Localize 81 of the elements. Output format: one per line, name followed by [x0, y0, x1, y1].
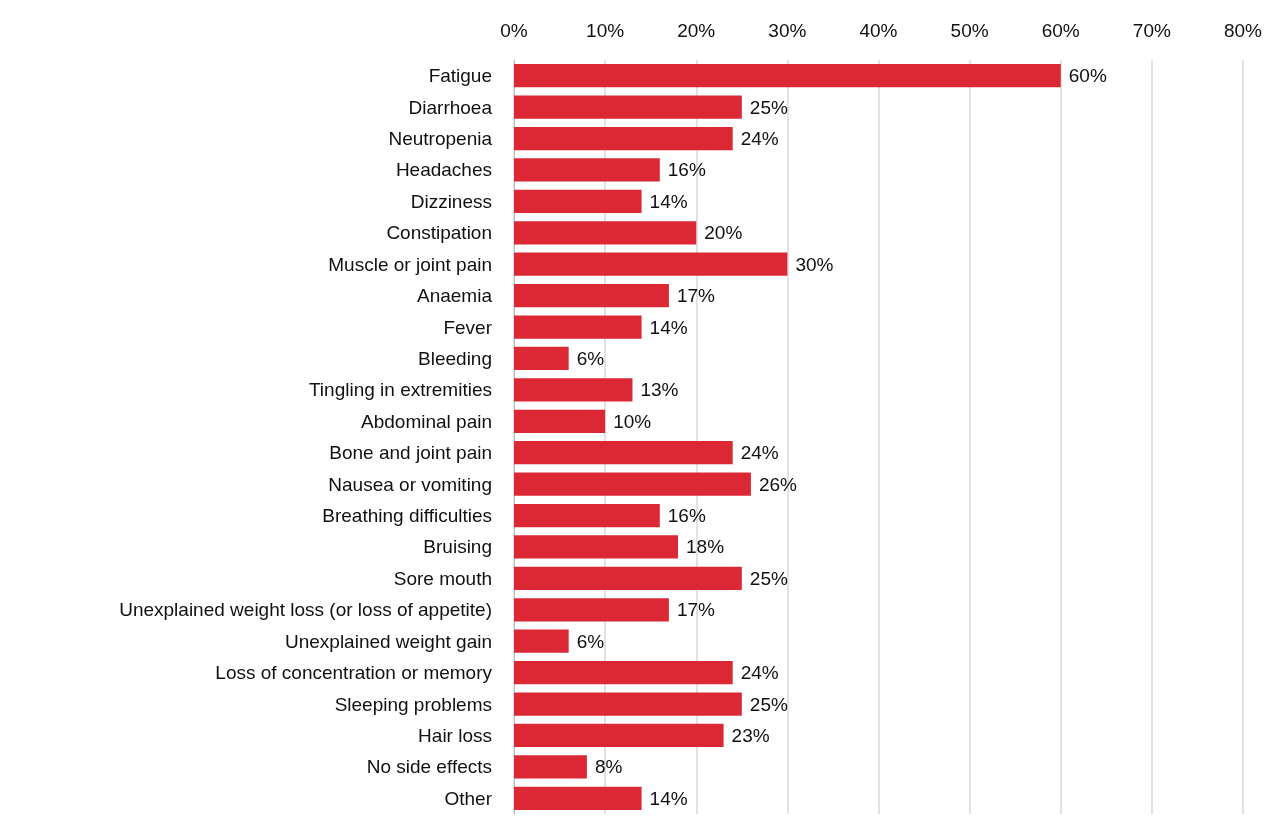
data-label: 16% — [667, 159, 706, 181]
bar — [514, 786, 642, 810]
y-tick-label: Diarrhoea — [408, 96, 493, 118]
y-tick-label: Muscle or joint pain — [328, 253, 492, 275]
data-label: 24% — [740, 128, 779, 150]
x-tick-label: 0% — [500, 20, 528, 41]
data-label: 6% — [576, 630, 605, 652]
y-tick-label: Breathing difficulties — [322, 505, 492, 527]
data-label: 17% — [676, 599, 716, 621]
data-label: 23% — [731, 724, 770, 746]
bar — [514, 598, 669, 622]
data-label: 10% — [613, 410, 652, 432]
bar — [514, 661, 733, 685]
data-label: 14% — [649, 787, 688, 809]
x-tick-label: 60% — [1041, 20, 1080, 41]
y-tick-label: Other — [444, 787, 493, 809]
x-tick-label: 70% — [1132, 20, 1171, 41]
bar — [514, 409, 606, 433]
y-tick-label: Constipation — [386, 222, 492, 244]
bar — [514, 252, 788, 276]
y-tick-label: No side effects — [366, 756, 492, 778]
data-label: 16% — [667, 505, 706, 527]
y-tick-label: Nausea or vomiting — [328, 473, 492, 495]
x-tick-label: 80% — [1223, 20, 1263, 41]
bar — [514, 503, 660, 528]
data-label: 17% — [676, 285, 716, 307]
y-tick-label: Bruising — [423, 536, 492, 558]
data-label: 25% — [749, 693, 788, 715]
data-label: 26% — [758, 473, 798, 495]
y-tick-label: Bleeding — [418, 347, 492, 369]
bar — [514, 535, 679, 559]
y-tick-label: Fever — [443, 316, 493, 338]
bar — [514, 95, 742, 119]
data-label: 13% — [640, 379, 679, 401]
data-label: 24% — [740, 442, 779, 464]
data-label: 14% — [649, 316, 688, 338]
data-label: 20% — [704, 222, 743, 244]
bar — [514, 566, 742, 590]
y-tick-label: Abdominal pain — [361, 410, 492, 432]
y-tick-label: Anaemia — [417, 285, 493, 307]
y-tick-label: Neutropenia — [388, 128, 493, 150]
data-label: 25% — [749, 567, 788, 589]
y-tick-label: Unexplained weight loss (or loss of appetite) — [119, 599, 492, 621]
data-label: 24% — [740, 662, 779, 684]
bar — [514, 126, 733, 151]
y-tick-label: Bone and joint pain — [329, 442, 492, 464]
y-tick-label: Hair loss — [418, 724, 492, 746]
x-tick-label: 50% — [950, 20, 989, 41]
bar — [514, 378, 633, 402]
y-tick-label: Unexplained weight gain — [284, 630, 492, 652]
bar — [514, 64, 1061, 88]
y-tick-label: Sleeping problems — [334, 693, 492, 715]
y-tick-label: Fatigue — [428, 65, 492, 87]
bar — [514, 755, 587, 779]
bar — [514, 189, 642, 213]
bar — [514, 315, 642, 339]
bar — [514, 284, 669, 308]
data-label: 6% — [576, 347, 605, 369]
data-label: 30% — [795, 253, 834, 275]
bar — [514, 221, 697, 245]
bar — [514, 158, 660, 182]
bar — [514, 346, 569, 371]
y-tick-label: Dizziness — [410, 190, 492, 212]
bar — [514, 692, 742, 716]
y-tick-label: Tingling in extremities — [308, 379, 492, 401]
bar — [514, 472, 751, 496]
x-tick-label: 20% — [677, 20, 716, 41]
data-label: 18% — [686, 536, 725, 558]
x-tick-label: 40% — [859, 20, 898, 41]
bar — [514, 441, 733, 465]
data-label: 14% — [649, 190, 688, 212]
x-tick-label: 10% — [586, 20, 625, 41]
y-tick-label: Loss of concentration or memory — [215, 662, 493, 684]
x-tick-label: 30% — [768, 20, 807, 41]
data-label: 25% — [749, 96, 788, 118]
bar — [514, 629, 569, 653]
y-tick-label: Headaches — [395, 159, 492, 181]
bar — [514, 723, 724, 748]
data-label: 8% — [594, 756, 623, 778]
data-label: 60% — [1068, 65, 1107, 87]
y-tick-label: Sore mouth — [393, 567, 492, 589]
